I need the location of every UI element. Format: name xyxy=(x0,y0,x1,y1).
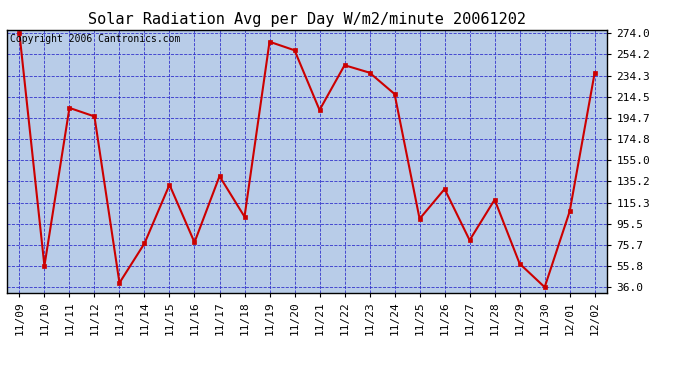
Text: Copyright 2006 Cantronics.com: Copyright 2006 Cantronics.com xyxy=(10,34,180,44)
Title: Solar Radiation Avg per Day W/m2/minute 20061202: Solar Radiation Avg per Day W/m2/minute … xyxy=(88,12,526,27)
